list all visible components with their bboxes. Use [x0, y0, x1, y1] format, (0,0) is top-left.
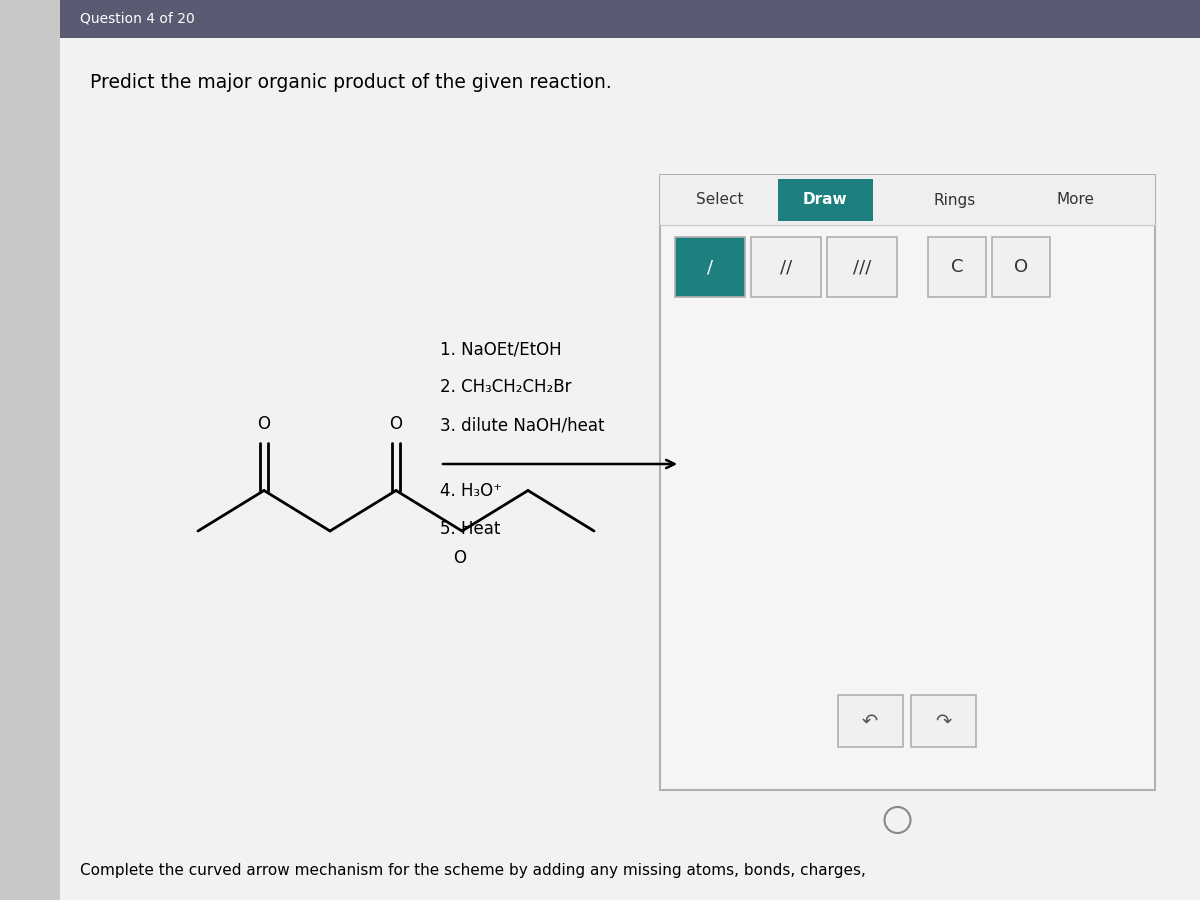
Text: 2. CH₃CH₂CH₂Br: 2. CH₃CH₂CH₂Br	[440, 378, 571, 396]
Text: Select: Select	[696, 193, 744, 208]
Bar	[674, 237, 745, 297]
Text: 5. Heat: 5. Heat	[440, 520, 500, 538]
Bar	[911, 695, 976, 747]
Text: Question 4 of 20: Question 4 of 20	[80, 12, 194, 26]
Bar	[827, 237, 898, 297]
Text: Rings: Rings	[934, 193, 976, 208]
Bar	[660, 175, 1154, 225]
Bar	[751, 237, 821, 297]
Bar	[992, 237, 1050, 297]
Text: O: O	[258, 415, 270, 433]
Text: ↶: ↶	[862, 712, 878, 731]
Text: ///: ///	[853, 258, 871, 276]
Bar	[838, 695, 902, 747]
Text: Draw: Draw	[803, 193, 847, 208]
Text: More: More	[1056, 193, 1094, 208]
Text: ↷: ↷	[935, 712, 952, 731]
Bar	[778, 179, 872, 221]
Bar	[60, 0, 1200, 38]
Text: Complete the curved arrow mechanism for the scheme by adding any missing atoms, : Complete the curved arrow mechanism for …	[80, 862, 866, 878]
Text: /: /	[707, 258, 713, 276]
Text: //: //	[780, 258, 792, 276]
Text: O: O	[454, 549, 467, 567]
Text: O: O	[1014, 258, 1028, 276]
Text: 4. H₃O⁺: 4. H₃O⁺	[440, 482, 502, 500]
Bar	[928, 237, 986, 297]
Bar	[660, 175, 1154, 790]
Text: 3. dilute NaOH/heat: 3. dilute NaOH/heat	[440, 416, 605, 434]
Text: C: C	[950, 258, 964, 276]
Text: O: O	[390, 415, 402, 433]
Text: Predict the major organic product of the given reaction.: Predict the major organic product of the…	[90, 73, 612, 92]
Text: 1. NaOEt/EtOH: 1. NaOEt/EtOH	[440, 340, 562, 358]
